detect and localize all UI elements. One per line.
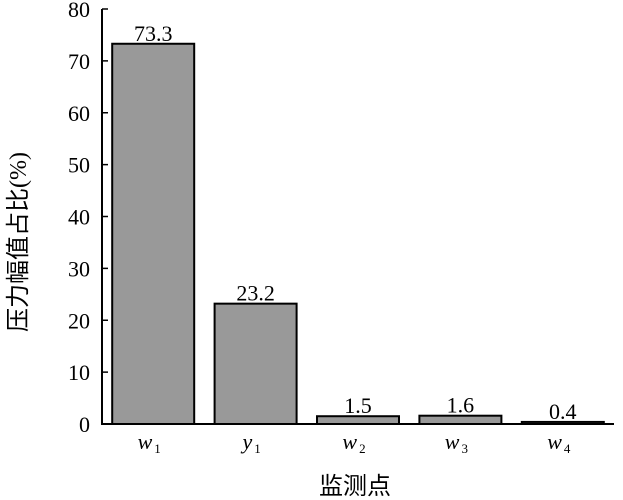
value-labels-group: 73.3 23.2 1.5 1.6 0.4 [134,21,577,424]
y-tick-label: 10 [68,360,90,385]
y-tick-label: 30 [68,256,90,281]
bars-group [111,42,605,426]
y-tick-label: 0 [79,412,90,437]
y-axis-title: 压力幅值占比(%) [5,152,32,332]
y-tick-label: 60 [68,101,90,126]
y-ticks-group: 0 10 20 30 40 50 60 70 80 [68,0,108,437]
bar-value-label: 23.2 [236,281,275,306]
bar-value-label: 73.3 [134,21,173,46]
y-tick-label: 80 [68,0,90,22]
bar-value-label: 1.5 [344,393,372,418]
y-tick-label: 50 [68,153,90,178]
x-axis-title: 监测点 [319,473,391,500]
bar [213,302,298,425]
bar [111,42,196,425]
bar-value-label: 0.4 [549,399,577,424]
bar-value-label: 1.6 [447,393,475,418]
y-tick-label: 70 [68,49,90,74]
y-tick-label: 40 [68,205,90,230]
y-tick-label: 20 [68,308,90,333]
